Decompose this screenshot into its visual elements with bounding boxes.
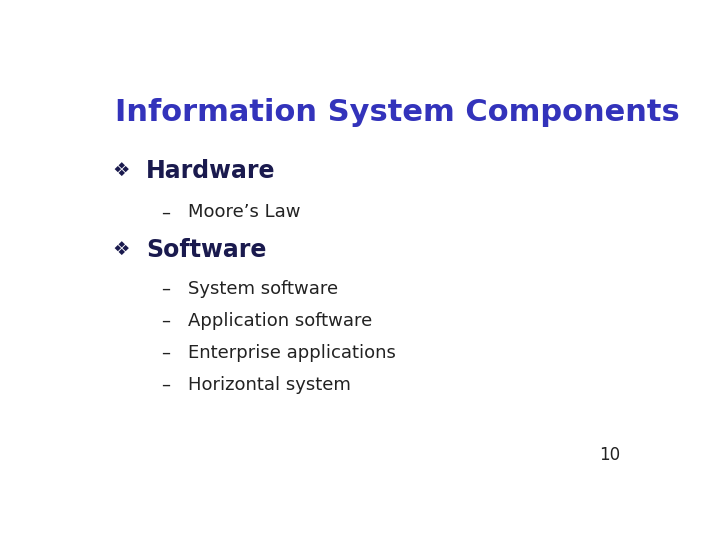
Text: Information System Components: Information System Components — [115, 98, 680, 127]
Text: Horizontal system: Horizontal system — [188, 375, 351, 394]
Text: Moore’s Law: Moore’s Law — [188, 204, 300, 221]
Text: 10: 10 — [599, 446, 620, 464]
Text: Software: Software — [145, 238, 266, 262]
Text: –: – — [161, 280, 170, 298]
Text: Application software: Application software — [188, 312, 372, 329]
Text: –: – — [161, 375, 170, 394]
Text: ❖: ❖ — [112, 161, 130, 180]
Text: –: – — [161, 204, 170, 221]
Text: System software: System software — [188, 280, 338, 298]
Text: Hardware: Hardware — [145, 159, 275, 183]
Text: –: – — [161, 343, 170, 362]
Text: ❖: ❖ — [112, 240, 130, 259]
Text: –: – — [161, 312, 170, 329]
Text: Enterprise applications: Enterprise applications — [188, 343, 395, 362]
